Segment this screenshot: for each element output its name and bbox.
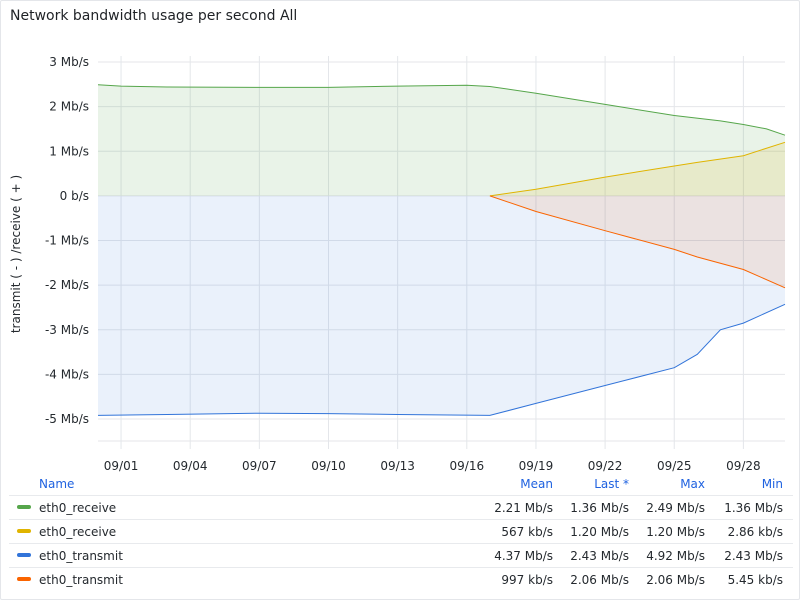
legend-mean-value: 997 kb/s bbox=[483, 567, 563, 591]
legend-header-row: Name Mean Last * Max Min bbox=[9, 473, 793, 496]
chart-plot[interactable]: 3 Mb/s 2 Mb/s 1 Mb/s 0 b/s -1 Mb/s -2 Mb/s -3 … bbox=[1, 1, 800, 481]
series-line-transmit-blue bbox=[97, 303, 786, 416]
series-line-transmit-orange bbox=[489, 195, 786, 289]
legend-table: Name Mean Last * Max Min eth0_receive 2.… bbox=[9, 473, 793, 591]
legend-mean-value: 567 kb/s bbox=[483, 519, 563, 544]
x-tick-label: 09/01 bbox=[104, 459, 139, 473]
legend-series-name: eth0_transmit bbox=[39, 572, 123, 587]
legend-last-value: 1.36 Mb/s bbox=[563, 495, 639, 520]
x-tick-label: 09/28 bbox=[726, 459, 761, 473]
legend-header-mean[interactable]: Mean bbox=[520, 477, 553, 491]
series-area-receive-green bbox=[98, 84, 785, 196]
legend-min-value: 2.86 kb/s bbox=[715, 519, 793, 544]
legend-min-value: 5.45 kb/s bbox=[715, 567, 793, 591]
legend-max-value: 2.06 Mb/s bbox=[639, 567, 715, 591]
legend-min-value: 2.43 Mb/s bbox=[715, 543, 793, 568]
x-tick-label: 09/22 bbox=[588, 459, 623, 473]
panel-title[interactable]: Network bandwidth usage per second All bbox=[10, 8, 298, 24]
legend-row[interactable]: eth0_receive 567 kb/s 1.20 Mb/s 1.20 Mb/… bbox=[9, 519, 793, 544]
y-tick-label: 1 Mb/s bbox=[49, 144, 89, 158]
y-tick-label: -5 Mb/s bbox=[45, 412, 89, 426]
series-color-swatch bbox=[17, 505, 31, 509]
legend-min-value: 1.36 Mb/s bbox=[715, 495, 793, 520]
legend-row[interactable]: eth0_receive 2.21 Mb/s 1.36 Mb/s 2.49 Mb… bbox=[9, 495, 793, 520]
y-tick-label: -2 Mb/s bbox=[45, 278, 89, 292]
x-tick-label: 09/07 bbox=[242, 459, 277, 473]
legend-series-cell[interactable]: eth0_receive bbox=[9, 495, 483, 520]
series-color-swatch bbox=[17, 577, 31, 581]
legend-header-last[interactable]: Last * bbox=[594, 477, 629, 491]
series-color-swatch bbox=[17, 553, 31, 557]
y-tick-label: -3 Mb/s bbox=[45, 323, 89, 337]
legend-row[interactable]: eth0_transmit 997 kb/s 2.06 Mb/s 2.06 Mb… bbox=[9, 567, 793, 591]
x-tick-label: 09/19 bbox=[519, 459, 554, 473]
legend-mean-value: 4.37 Mb/s bbox=[483, 543, 563, 568]
x-tick-label: 09/04 bbox=[173, 459, 208, 473]
series-line-receive-yellow bbox=[489, 141, 786, 197]
legend-series-name: eth0_transmit bbox=[39, 548, 123, 563]
legend-header-name[interactable]: Name bbox=[39, 477, 75, 491]
legend-mean-value: 2.21 Mb/s bbox=[483, 495, 563, 520]
x-tick-label: 09/13 bbox=[380, 459, 415, 473]
legend-max-value: 4.92 Mb/s bbox=[639, 543, 715, 568]
legend-row[interactable]: eth0_transmit 4.37 Mb/s 2.43 Mb/s 4.92 M… bbox=[9, 543, 793, 568]
series-area-transmit-blue bbox=[98, 195, 785, 416]
legend-last-value: 2.43 Mb/s bbox=[563, 543, 639, 568]
y-tick-label: -1 Mb/s bbox=[45, 234, 89, 248]
legend-series-cell[interactable]: eth0_transmit bbox=[9, 567, 483, 591]
legend-series-cell[interactable]: eth0_receive bbox=[9, 519, 483, 544]
legend-series-name: eth0_receive bbox=[39, 500, 117, 515]
legend-header-max[interactable]: Max bbox=[680, 477, 705, 491]
legend-last-value: 2.06 Mb/s bbox=[563, 567, 639, 591]
legend-max-value: 2.49 Mb/s bbox=[639, 495, 715, 520]
legend-header-min[interactable]: Min bbox=[761, 477, 783, 491]
legend-series-cell[interactable]: eth0_transmit bbox=[9, 543, 483, 568]
x-tick-label: 09/10 bbox=[311, 459, 346, 473]
y-tick-label: 3 Mb/s bbox=[49, 55, 89, 69]
y-tick-label: 0 b/s bbox=[60, 189, 89, 203]
x-tick-label: 09/16 bbox=[450, 459, 485, 473]
legend-max-value: 1.20 Mb/s bbox=[639, 519, 715, 544]
series-color-swatch bbox=[17, 529, 31, 533]
legend-series-name: eth0_receive bbox=[39, 524, 117, 539]
y-tick-label: 2 Mb/s bbox=[49, 100, 89, 114]
legend-last-value: 1.20 Mb/s bbox=[563, 519, 639, 544]
series-area-receive-yellow bbox=[489, 142, 785, 196]
y-tick-label: -4 Mb/s bbox=[45, 367, 89, 381]
series-line-receive-green bbox=[97, 84, 786, 136]
x-tick-label: 09/25 bbox=[657, 459, 692, 473]
